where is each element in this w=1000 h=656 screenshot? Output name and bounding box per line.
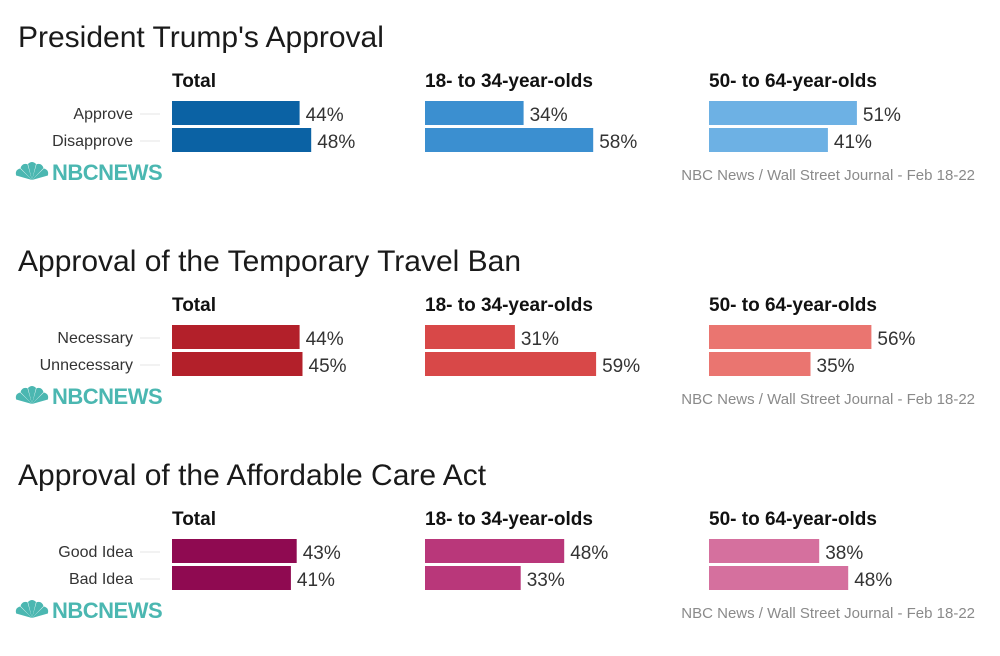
bar — [709, 101, 857, 125]
data-label: 43% — [303, 543, 341, 564]
nbc-peacock-icon — [15, 162, 49, 180]
bar — [709, 539, 820, 563]
category-label: Necessary — [57, 330, 133, 347]
series-group: 18- to 34-year-olds 31% 59% — [425, 295, 640, 377]
category-label: Bad Idea — [69, 571, 133, 588]
bar — [425, 325, 515, 349]
series-group: Total 44% 48% — [172, 71, 355, 153]
brand-wordmark: NBCNEWS — [52, 384, 162, 409]
bar — [709, 352, 811, 376]
data-label: 56% — [877, 329, 915, 350]
brand-wordmark: NBCNEWS — [52, 598, 162, 623]
peacock-feather — [32, 606, 49, 618]
series-group: 18- to 34-year-olds 34% 58% — [425, 71, 637, 153]
peacock-feather — [28, 162, 36, 180]
peacock-feather — [15, 392, 32, 404]
data-label: 41% — [297, 570, 335, 591]
nbc-peacock-icon — [15, 600, 49, 618]
series-header: 50- to 64-year-olds — [709, 509, 877, 530]
bar — [172, 352, 303, 376]
chart-title: Approval of the Temporary Travel Ban — [18, 245, 521, 278]
peacock-feather — [32, 168, 49, 180]
chart-panel-1: President Trump's Approval Total 44% 48% 18-… — [15, 21, 975, 185]
series-header: Total — [172, 509, 216, 530]
peacock-feather — [15, 606, 32, 618]
source-note: NBC News / Wall Street Journal - Feb 18-… — [681, 605, 975, 622]
bar — [425, 128, 594, 152]
source-note: NBC News / Wall Street Journal - Feb 18-… — [681, 167, 975, 184]
bar — [709, 325, 872, 349]
series-group: 18- to 34-year-olds 48%33% — [425, 509, 608, 591]
series-header: 18- to 34-year-olds — [425, 509, 593, 530]
data-label: 44% — [306, 105, 344, 126]
series-header: 50- to 64-year-olds — [709, 71, 877, 92]
nbc-peacock-icon — [15, 386, 49, 404]
bar — [172, 325, 300, 349]
bar — [425, 566, 521, 590]
data-label: 31% — [521, 329, 559, 350]
bar — [709, 566, 849, 590]
category-label: Good Idea — [58, 544, 133, 561]
chart-panel-3: Approval of the Affordable Care Act Total… — [15, 459, 975, 623]
series-header: 18- to 34-year-olds — [425, 295, 593, 316]
bar — [709, 128, 828, 152]
peacock-feather — [32, 163, 44, 180]
series-group: 50- to 64-year-olds 51% 41% — [709, 71, 901, 153]
data-label: 58% — [599, 132, 637, 153]
data-label: 34% — [530, 105, 568, 126]
peacock-feather — [32, 601, 44, 618]
peacock-feather — [20, 163, 32, 180]
data-label: 48% — [317, 132, 355, 153]
series-header: Total — [172, 71, 216, 92]
chart-panel-2: Approval of the Temporary Travel Ban Tota… — [15, 245, 975, 409]
series-group: Total 43% 41% — [172, 509, 341, 591]
series-header: 18- to 34-year-olds — [425, 71, 593, 92]
chart-title: President Trump's Approval — [18, 21, 384, 54]
data-label: 51% — [863, 105, 901, 126]
bar — [425, 352, 597, 376]
peacock-feather — [20, 601, 32, 618]
peacock-feather — [15, 168, 32, 180]
series-header: Total — [172, 295, 216, 316]
bar — [425, 539, 565, 563]
bar — [172, 566, 291, 590]
data-label: 48% — [854, 570, 892, 591]
source-note: NBC News / Wall Street Journal - Feb 18-… — [681, 391, 975, 408]
series-group: 50- to 64-year-olds 38% 48% — [709, 509, 892, 591]
peacock-feather — [28, 600, 36, 618]
category-label: Unnecessary — [40, 357, 133, 374]
data-label: 41% — [834, 132, 872, 153]
bar — [425, 101, 524, 125]
data-label: 38% — [825, 543, 863, 564]
peacock-feather — [20, 387, 32, 404]
data-label: 59% — [602, 356, 640, 377]
brand-wordmark: NBCNEWS — [52, 160, 162, 185]
category-label: Disapprove — [52, 133, 133, 150]
series-header: 50- to 64-year-olds — [709, 295, 877, 316]
chart-title: Approval of the Affordable Care Act — [18, 459, 487, 492]
bar — [172, 539, 297, 563]
peacock-feather — [32, 392, 49, 404]
data-label: 44% — [306, 329, 344, 350]
bar — [172, 101, 300, 125]
data-label: 35% — [817, 356, 855, 377]
bar — [172, 128, 312, 152]
series-group: Total 44% 45% — [172, 295, 347, 377]
data-label: 45% — [309, 356, 347, 377]
data-label: 33% — [527, 570, 565, 591]
data-label: 48% — [570, 543, 608, 564]
peacock-feather — [28, 386, 36, 404]
category-label: Approve — [73, 106, 133, 123]
peacock-feather — [32, 387, 44, 404]
